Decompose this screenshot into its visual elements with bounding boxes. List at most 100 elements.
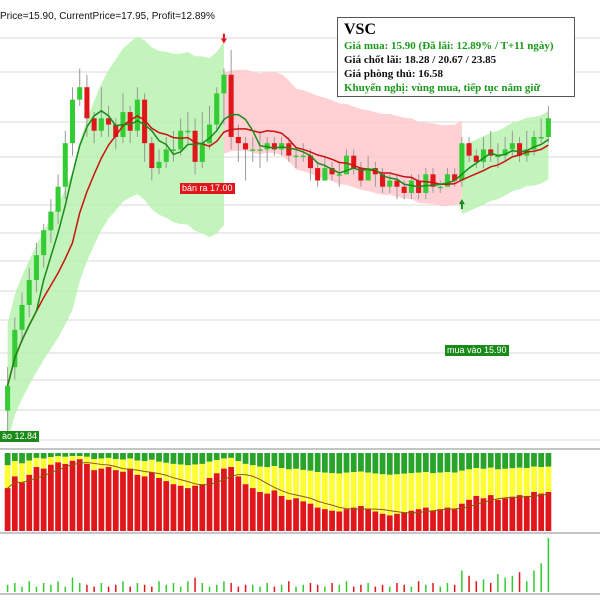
- candle-body: [62, 143, 68, 187]
- osc-red-bar: [379, 513, 386, 531]
- osc-green-bar: [466, 453, 472, 470]
- osc-yellow-bar: [531, 466, 537, 492]
- osc-red-bar: [11, 476, 18, 531]
- osc-signal-line: [7, 461, 549, 514]
- osc-yellow-bar: [156, 461, 162, 478]
- osc-red-bar: [502, 498, 509, 531]
- osc-green-bar: [473, 453, 480, 469]
- osc-green-bar: [408, 453, 415, 474]
- osc-yellow-bar: [98, 458, 105, 469]
- osc-green-bar: [329, 453, 335, 474]
- candle-body: [5, 385, 11, 411]
- osc-yellow-bar: [495, 469, 501, 500]
- osc-green-bar: [4, 453, 11, 466]
- osc-yellow-bar: [516, 467, 523, 496]
- osc-yellow-bar: [422, 472, 429, 508]
- candle-body: [408, 180, 414, 193]
- osc-yellow-bar: [293, 468, 299, 499]
- osc-yellow-bar: [221, 458, 227, 469]
- candle-body: [394, 180, 400, 187]
- candle-body: [343, 155, 350, 175]
- osc-red-bar: [19, 482, 25, 531]
- osc-yellow-bar: [444, 472, 451, 508]
- osc-green-bar: [487, 453, 494, 468]
- osc-yellow-bar: [386, 474, 393, 516]
- osc-red-bar: [358, 506, 364, 531]
- osc-yellow-bar: [55, 456, 61, 463]
- osc-red-bar: [437, 509, 444, 531]
- osc-green-bar: [148, 453, 155, 460]
- osc-yellow-bar: [69, 456, 76, 461]
- buy-price-line: Giá mua: 15.90 (Đã lãi: 12.89% / T+11 ng…: [344, 40, 554, 52]
- osc-yellow-bar: [134, 460, 141, 475]
- osc-green-bar: [206, 453, 213, 462]
- osc-red-bar: [293, 498, 299, 531]
- osc-red-bar: [531, 492, 537, 531]
- osc-yellow-bar: [379, 474, 386, 514]
- osc-red-bar: [350, 507, 357, 531]
- osc-yellow-bar: [329, 473, 335, 511]
- osc-red-bar: [415, 509, 422, 531]
- osc-red-bar: [112, 470, 119, 531]
- osc-red-bar: [47, 464, 54, 531]
- osc-green-bar: [156, 453, 162, 462]
- osc-green-bar: [401, 453, 408, 474]
- recommendation-line: Khuyến nghị: vùng mua, tiếp tục nắm giữ: [344, 82, 541, 94]
- osc-green-bar: [228, 453, 235, 458]
- osc-green-bar: [62, 453, 69, 457]
- osc-red-bar: [430, 510, 436, 531]
- osc-yellow-bar: [213, 460, 220, 474]
- osc-yellow-bar: [473, 468, 480, 496]
- osc-red-bar: [228, 467, 235, 531]
- osc-green-bar: [422, 453, 429, 473]
- candle-body: [538, 136, 544, 139]
- candle-body: [156, 161, 162, 169]
- candle-body: [322, 168, 328, 181]
- osc-green-bar: [11, 453, 18, 462]
- osc-yellow-bar: [487, 467, 494, 496]
- osc-red-bar: [120, 471, 126, 531]
- candle-body: [149, 143, 155, 169]
- osc-yellow-bar: [437, 472, 444, 510]
- osc-red-bar: [473, 495, 480, 531]
- osc-green-bar: [394, 453, 400, 475]
- osc-green-bar: [307, 453, 314, 471]
- osc-yellow-bar: [358, 471, 364, 507]
- osc-red-bar: [394, 513, 400, 531]
- osc-green-bar: [451, 453, 458, 473]
- osc-yellow-bar: [163, 462, 170, 482]
- candle-body: [358, 168, 364, 181]
- candle-body: [387, 180, 393, 187]
- osc-green-bar: [531, 453, 537, 467]
- osc-red-bar: [76, 459, 83, 531]
- osc-green-bar: [33, 453, 40, 458]
- osc-red-bar: [408, 510, 415, 531]
- osc-green-bar: [170, 453, 177, 464]
- take-profit-line: Giá chốt lãi: 18.28 / 20.67 / 23.85: [344, 54, 497, 66]
- osc-red-bar: [495, 499, 501, 531]
- candle-body: [163, 149, 169, 162]
- osc-green-bar: [235, 453, 242, 462]
- osc-red-bar: [480, 498, 487, 531]
- osc-green-bar: [523, 453, 530, 469]
- osc-red-bar: [62, 463, 69, 531]
- osc-yellow-bar: [26, 460, 33, 475]
- osc-green-bar: [264, 453, 271, 468]
- candle-body: [98, 118, 104, 131]
- osc-red-bar: [336, 511, 343, 531]
- candle-body: [423, 174, 429, 193]
- candle-body: [48, 211, 54, 231]
- osc-red-bar: [278, 495, 285, 531]
- candle-body: [336, 174, 342, 176]
- osc-red-bar: [134, 474, 141, 531]
- osc-red-bar: [91, 470, 98, 531]
- candle-body: [351, 155, 357, 169]
- osc-green-bar: [76, 453, 83, 456]
- osc-yellow-bar: [192, 464, 198, 486]
- osc-yellow-bar: [127, 458, 134, 469]
- osc-green-bar: [516, 453, 523, 468]
- candle-body: [243, 143, 249, 150]
- candle-body: [33, 255, 39, 281]
- osc-yellow-bar: [148, 459, 155, 473]
